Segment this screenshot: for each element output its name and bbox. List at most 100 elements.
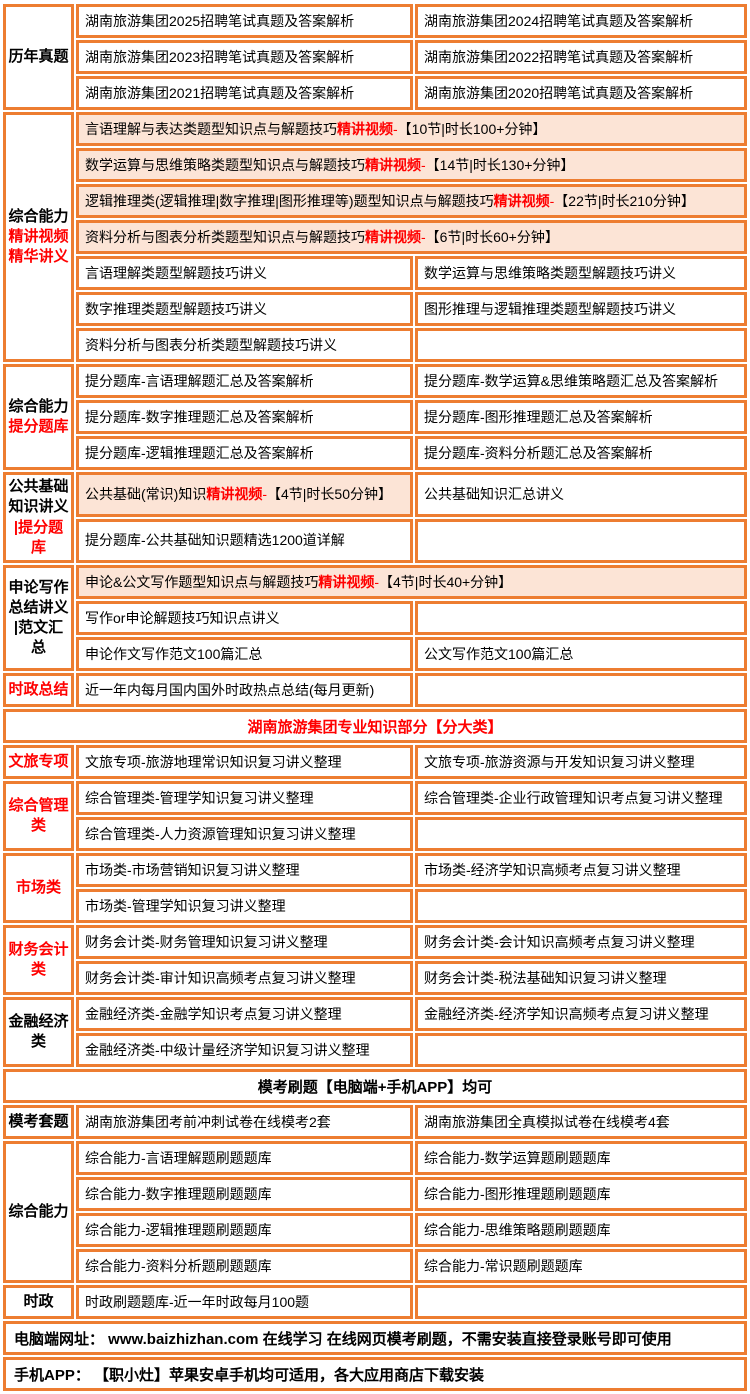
- section-label-line: 金融经济: [8, 1012, 69, 1030]
- course-cell: 提分题库-逻辑推理题汇总及答案解析: [76, 436, 413, 470]
- table-section-comprehensive-drill-bank: 综合能力 综合能力-言语理解题刷题题库 综合能力-数学运算题刷题题库 综合能力-数字推…: [3, 1141, 747, 1283]
- section-label-line: 类: [30, 817, 46, 834]
- table-row: 湖南旅游集团考前冲刺试卷在线模考2套 湖南旅游集团全真模拟试卷在线模考4套: [76, 1105, 747, 1139]
- course-cell: 资料分析与图表分析类题型知识点与解题技巧 精讲视频 - 【6节|时长60+分钟】: [76, 220, 747, 254]
- highlight-text: -: [374, 573, 380, 590]
- cell-text: 写作or申论解题技巧知识点讲义: [85, 609, 280, 626]
- course-cell: 湖南旅游集团考前冲刺试卷在线模考2套: [76, 1105, 413, 1139]
- section-label-line: 综合能力: [8, 1202, 69, 1220]
- course-cell: 写作or申论解题技巧知识点讲义: [76, 601, 413, 635]
- highlight-text: 精讲视频: [365, 228, 421, 245]
- mock-exam-header: 模考刷题【电脑端+手机APP】均可: [3, 1069, 747, 1103]
- section-rows: 申论&公文写作题型知识点与解题技巧 精讲视频 - 【4节|时长40+分钟】 写作or…: [76, 565, 747, 671]
- highlight-text: 精讲视频: [318, 573, 375, 590]
- section-label-line: 综合能力: [8, 207, 69, 225]
- cell-text: 金融经济类-经济学知识高频考点复习讲义整理: [424, 1005, 709, 1022]
- cell-text: 数学运算与思维策略类题型知识点与解题技巧: [85, 156, 365, 173]
- section-rows: 湖南旅游集团2025招聘笔试真题及答案解析 湖南旅游集团2024招聘笔试真题及答案…: [76, 4, 747, 110]
- table-section-essay-writing: 申论写作 总结讲义 |范文汇总 申论&公文写作题型知识点与解题技巧 精讲视频 - 【4节…: [3, 565, 747, 671]
- section-label-line: 市场类: [15, 878, 61, 896]
- cell-text: 财务会计类-审计知识高频考点复习讲义整理: [85, 969, 356, 986]
- section-label-line: 财务会计: [8, 940, 69, 958]
- table-row: 逻辑推理类(逻辑推理|数字推理|图形推理等)题型知识点与解题技巧 精讲视频 - 【…: [76, 184, 747, 218]
- course-cell: 综合能力-常识题刷题题库: [415, 1249, 747, 1283]
- course-cell: 提分题库-资料分析题汇总及答案解析: [415, 436, 747, 470]
- empty-cell: [415, 1033, 747, 1067]
- table-row: 综合能力-资料分析题刷题题库 综合能力-常识题刷题题库: [76, 1249, 747, 1283]
- table-row: 综合能力-言语理解题刷题题库 综合能力-数学运算题刷题题库: [76, 1141, 747, 1175]
- cell-text: 提分题库-逻辑推理题汇总及答案解析: [85, 444, 314, 461]
- cell-text: 湖南旅游集团全真模拟试卷在线模考4套: [424, 1113, 670, 1130]
- course-cell: 财务会计类-审计知识高频考点复习讲义整理: [76, 961, 413, 995]
- table-section-current-affairs-summary: 时政总结 近一年内每月国内国外时政热点总结(每月更新): [3, 673, 747, 707]
- cell-text: 提分题库-公共基础知识题精选1200道详解: [85, 532, 345, 549]
- table-row: 综合能力-数字推理题刷题题库 综合能力-图形推理题刷题题库: [76, 1177, 747, 1211]
- mobile-app-note: 手机APP： 【职小灶】苹果安卓手机均可适用，各大应用商店下载安装: [3, 1357, 747, 1391]
- section-rows: 综合管理类-管理学知识复习讲义整理 综合管理类-企业行政管理知识考点复习讲义整理综…: [76, 781, 747, 851]
- empty-cell: [415, 817, 747, 851]
- table-row: 写作or申论解题技巧知识点讲义: [76, 601, 747, 635]
- highlight-text: -: [421, 156, 426, 173]
- cell-text: 提分题库-数字推理题汇总及答案解析: [85, 408, 314, 425]
- section-label-line: 精华讲义: [8, 248, 69, 266]
- section-label-line: 公共基础: [8, 478, 69, 495]
- course-cell: 综合管理类-管理学知识复习讲义整理: [76, 781, 413, 815]
- cell-text: 文旅专项-旅游资源与开发知识复习讲义整理: [424, 753, 695, 770]
- highlight-text: -: [549, 192, 555, 209]
- section-label: 历年真题: [3, 4, 74, 110]
- course-cell: 金融经济类-金融学知识考点复习讲义整理: [76, 997, 413, 1031]
- cell-text: 综合能力-数学运算题刷题题库: [424, 1149, 611, 1166]
- course-cell: 提分题库-图形推理题汇总及答案解析: [415, 400, 747, 434]
- course-cell: 综合能力-言语理解题刷题题库: [76, 1141, 413, 1175]
- cell-text: 提分题库-言语理解题汇总及答案解析: [85, 372, 314, 389]
- highlight-text: 精讲视频: [337, 120, 393, 137]
- course-cell: 湖南旅游集团2021招聘笔试真题及答案解析: [76, 76, 413, 110]
- section-rows: 财务会计类-财务管理知识复习讲义整理 财务会计类-会计知识高频考点复习讲义整理 财务…: [76, 925, 747, 995]
- section-rows: 时政刷题题库-近一年时政每月100题: [76, 1285, 747, 1319]
- section-label: 申论写作 总结讲义 |范文汇总: [3, 565, 74, 671]
- section-label: 综合能力 提分题库: [3, 364, 74, 470]
- course-cell: 湖南旅游集团2023招聘笔试真题及答案解析: [76, 40, 413, 74]
- cell-text: 财务会计类-财务管理知识复习讲义整理: [85, 933, 328, 950]
- course-cell: 市场类-经济学知识高频考点复习讲义整理: [415, 853, 747, 887]
- course-cell: 公共基础知识汇总讲义: [415, 472, 747, 517]
- course-cell: 时政刷题题库-近一年时政每月100题: [76, 1285, 413, 1319]
- course-cell: 综合能力-数字推理题刷题题库: [76, 1177, 413, 1211]
- course-cell: 公共基础(常识)知识 精讲视频 - 【4节|时长50分钟】: [76, 472, 413, 517]
- cell-text: 湖南旅游集团2023招聘笔试真题及答案解析: [85, 48, 355, 65]
- cell-text: 提分题库-数学运算&思维策略题汇总及答案解析: [424, 372, 718, 389]
- cell-text: 资料分析与图表分析类题型知识点与解题技巧: [85, 228, 365, 245]
- table-row: 综合能力-逻辑推理题刷题题库 综合能力-思维策略题刷题题库: [76, 1213, 747, 1247]
- section-label: 综合能力: [3, 1141, 74, 1283]
- course-cell: 财务会计类-财务管理知识复习讲义整理: [76, 925, 413, 959]
- cell-text: 综合管理类-企业行政管理知识考点复习讲义整理: [424, 789, 723, 806]
- section-label-line: 精讲视频: [8, 227, 69, 245]
- table-row: 申论作文写作范文100篇汇总 公文写作范文100篇汇总: [76, 637, 747, 671]
- table-row: 湖南旅游集团2021招聘笔试真题及答案解析 湖南旅游集团2020招聘笔试真题及答案…: [76, 76, 747, 110]
- cell-text: 言语理解类题型解题技巧讲义: [85, 264, 267, 281]
- section-label-line: 时政: [23, 1292, 54, 1310]
- course-cell: 综合能力-逻辑推理题刷题题库: [76, 1213, 413, 1247]
- table-section-finance-accounting: 财务会计类财务会计类-财务管理知识复习讲义整理 财务会计类-会计知识高频考点复习讲…: [3, 925, 747, 995]
- cell-text: 数字推理类题型解题技巧讲义: [85, 300, 267, 317]
- course-cell: 财务会计类-税法基础知识复习讲义整理: [415, 961, 747, 995]
- cell-text: 公共基础(常识)知识: [85, 485, 207, 502]
- course-cell: 资料分析与图表分析类题型解题技巧讲义: [76, 328, 413, 362]
- cell-text: 提分题库-图形推理题汇总及答案解析: [424, 408, 653, 425]
- course-cell: 言语理解与表达类题型知识点与解题技巧 精讲视频 - 【10节|时长100+分钟】: [76, 112, 747, 146]
- cell-text: 综合能力-逻辑推理题刷题题库: [85, 1221, 272, 1238]
- course-cell: 提分题库-言语理解题汇总及答案解析: [76, 364, 413, 398]
- cell-text: 言语理解与表达类题型知识点与解题技巧: [85, 120, 337, 137]
- course-cell: 湖南旅游集团2024招聘笔试真题及答案解析: [415, 4, 747, 38]
- course-cell: 财务会计类-会计知识高频考点复习讲义整理: [415, 925, 747, 959]
- table-section-mock-exam-sets: 模考套题 湖南旅游集团考前冲刺试卷在线模考2套 湖南旅游集团全真模拟试卷在线模考4套: [3, 1105, 747, 1139]
- course-cell: 市场类-市场营销知识复习讲义整理: [76, 853, 413, 887]
- cell-text: 综合能力-言语理解题刷题题库: [85, 1149, 272, 1166]
- section-rows: 文旅专项-旅游地理常识知识复习讲义整理 文旅专项-旅游资源与开发知识复习讲义整理: [76, 745, 747, 779]
- section-label: 文旅专项: [3, 745, 74, 779]
- empty-cell: [415, 601, 747, 635]
- empty-cell: [415, 518, 747, 563]
- cell-text: 公文写作范文100篇汇总: [424, 645, 574, 662]
- cell-text: 申论&公文写作题型知识点与解题技巧: [85, 573, 319, 590]
